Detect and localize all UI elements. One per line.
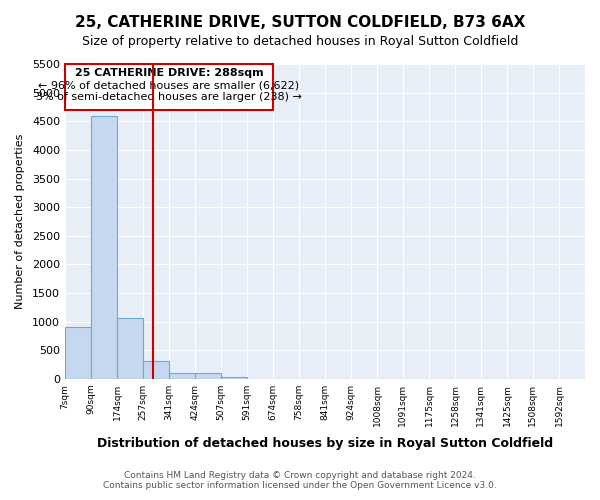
Text: 25 CATHERINE DRIVE: 288sqm: 25 CATHERINE DRIVE: 288sqm — [74, 68, 263, 78]
Text: ← 96% of detached houses are smaller (6,622): ← 96% of detached houses are smaller (6,… — [38, 80, 299, 90]
Bar — [91, 116, 117, 379]
Text: 25, CATHERINE DRIVE, SUTTON COLDFIELD, B73 6AX: 25, CATHERINE DRIVE, SUTTON COLDFIELD, B… — [75, 15, 525, 30]
FancyBboxPatch shape — [65, 64, 273, 110]
Text: Contains HM Land Registry data © Crown copyright and database right 2024.
Contai: Contains HM Land Registry data © Crown c… — [103, 470, 497, 490]
Bar — [117, 318, 143, 379]
Bar — [169, 373, 195, 379]
Text: Size of property relative to detached houses in Royal Sutton Coldfield: Size of property relative to detached ho… — [82, 35, 518, 48]
Bar — [195, 373, 221, 379]
Y-axis label: Number of detached properties: Number of detached properties — [15, 134, 25, 309]
Bar — [143, 361, 169, 379]
Text: 3% of semi-detached houses are larger (238) →: 3% of semi-detached houses are larger (2… — [36, 92, 302, 102]
Bar — [221, 376, 247, 379]
Bar — [65, 328, 91, 379]
X-axis label: Distribution of detached houses by size in Royal Sutton Coldfield: Distribution of detached houses by size … — [97, 437, 553, 450]
